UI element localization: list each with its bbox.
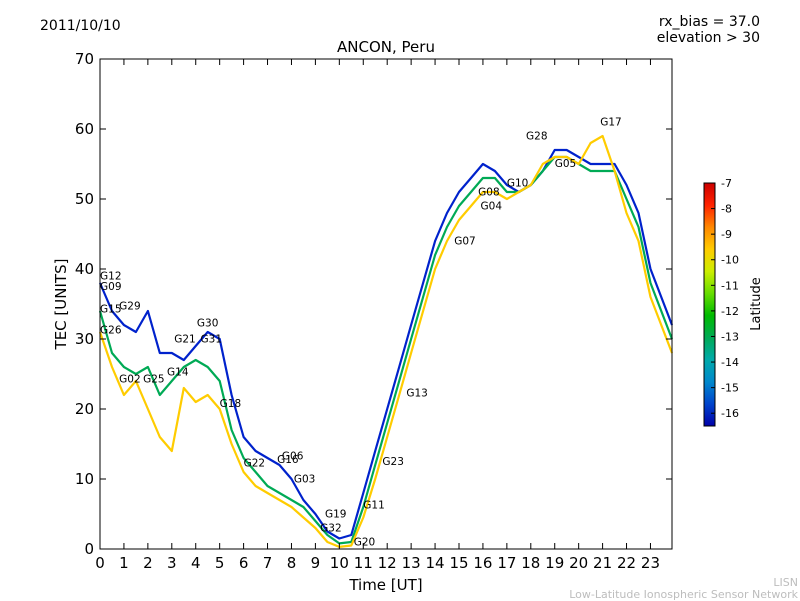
colorbar-tick-label: -16 bbox=[721, 407, 739, 420]
elevation-label: elevation > 30 bbox=[656, 30, 760, 46]
x-tick-label: 9 bbox=[311, 554, 321, 572]
x-tick-label: 3 bbox=[167, 554, 177, 572]
colorbar-tick-label: -9 bbox=[721, 228, 732, 241]
satellite-label: G28 bbox=[526, 131, 548, 143]
x-tick-label: 2 bbox=[143, 554, 153, 572]
satellite-label: G32 bbox=[320, 523, 342, 535]
y-tick-label: 20 bbox=[75, 400, 94, 418]
y-tick-label: 0 bbox=[84, 540, 94, 558]
series-line-lower-envelope bbox=[98, 134, 674, 548]
satellite-label: G31 bbox=[201, 334, 223, 346]
y-tick-label: 50 bbox=[75, 190, 94, 208]
satellite-label: G18 bbox=[220, 398, 242, 410]
satellite-label: G09 bbox=[100, 281, 122, 293]
y-axis: 0 10 20 30 40 50 60 70 bbox=[75, 50, 672, 558]
satellite-label: G13 bbox=[406, 387, 428, 399]
colorbar-tick-label: -13 bbox=[721, 330, 739, 343]
plot-frame bbox=[99, 58, 673, 550]
x-tick-label: 7 bbox=[263, 554, 273, 572]
satellite-label: G17 bbox=[600, 117, 622, 129]
x-tick-label: 21 bbox=[593, 554, 612, 572]
satellite-label: G02 bbox=[119, 373, 141, 385]
x-tick-label: 11 bbox=[354, 554, 373, 572]
x-tick-label: 20 bbox=[569, 554, 588, 572]
satellite-label: G07 bbox=[454, 236, 476, 248]
x-tick-label: 16 bbox=[473, 554, 492, 572]
chart-title: ANCON, Peru bbox=[337, 38, 435, 56]
satellite-label: G20 bbox=[354, 537, 376, 549]
satellite-label: G26 bbox=[100, 324, 122, 336]
x-tick-label: 8 bbox=[287, 554, 297, 572]
x-tick-label: 0 bbox=[95, 554, 105, 572]
colorbar-tick-label: -7 bbox=[721, 177, 732, 190]
x-tick-label: 1 bbox=[119, 554, 129, 572]
satellite-label: G14 bbox=[167, 366, 189, 378]
satellite-label: G19 bbox=[325, 509, 347, 521]
x-tick-label: 23 bbox=[641, 554, 660, 572]
y-tick-label: 70 bbox=[75, 50, 94, 68]
x-tick-label: 18 bbox=[521, 554, 540, 572]
x-tick-label: 5 bbox=[215, 554, 225, 572]
series-line-upper-envelope bbox=[98, 148, 674, 540]
series-line-middle-band bbox=[98, 155, 674, 545]
colorbar-tick-label: -12 bbox=[721, 305, 739, 318]
footer-short: LISN bbox=[773, 576, 798, 589]
satellite-label: G03 bbox=[294, 474, 316, 486]
colorbar-tick-label: -14 bbox=[721, 356, 739, 369]
satellite-label: G05 bbox=[555, 158, 577, 170]
satellite-label: G10 bbox=[507, 177, 529, 189]
satellite-label: G08 bbox=[478, 187, 500, 199]
satellite-label: G11 bbox=[363, 499, 385, 511]
colorbar: -7 -8 -9 -10 -11 -12 -13 -14 -15 -16 Latitude bbox=[703, 177, 764, 427]
date-label: 2011/10/10 bbox=[40, 18, 121, 34]
satellite-label: G12 bbox=[100, 271, 122, 283]
satellite-label: G25 bbox=[143, 373, 165, 385]
satellite-label: G21 bbox=[174, 334, 196, 346]
y-axis-label: TEC [UNITS] bbox=[52, 259, 70, 351]
satellite-label: G15 bbox=[100, 303, 122, 315]
colorbar-label: Latitude bbox=[749, 277, 764, 331]
colorbar-tick-label: -8 bbox=[721, 203, 732, 216]
rx-bias-label: rx_bias = 37.0 bbox=[658, 14, 760, 30]
x-tick-label: 13 bbox=[402, 554, 421, 572]
satellite-label: G23 bbox=[382, 456, 404, 468]
x-tick-label: 19 bbox=[545, 554, 564, 572]
satellite-label: G29 bbox=[119, 301, 141, 313]
colorbar-tick-label: -10 bbox=[721, 254, 739, 267]
x-tick-label: 10 bbox=[330, 554, 349, 572]
x-axis-label: Time [UT] bbox=[348, 576, 422, 594]
y-tick-label: 40 bbox=[75, 260, 94, 278]
x-tick-label: 17 bbox=[497, 554, 516, 572]
y-tick-label: 30 bbox=[75, 330, 94, 348]
x-tick-label: 4 bbox=[191, 554, 201, 572]
colorbar-ticks: -7 -8 -9 -10 -11 -12 -13 -14 -15 -16 bbox=[711, 177, 739, 420]
satellite-label: G30 bbox=[197, 317, 219, 329]
colorbar-gradient bbox=[703, 182, 716, 427]
satellite-label: G22 bbox=[244, 457, 266, 469]
x-axis: 0 1 2 3 4 5 6 7 8 9 10 11 12 13 14 15 16 17 18 19 20 21 22 23 bbox=[95, 59, 660, 572]
satellite-label: G04 bbox=[481, 201, 503, 213]
colorbar-tick-label: -15 bbox=[721, 382, 739, 395]
satellite-label: G16 bbox=[277, 454, 299, 466]
colorbar-tick-label: -11 bbox=[721, 279, 739, 292]
x-tick-label: 12 bbox=[378, 554, 397, 572]
x-tick-label: 6 bbox=[239, 554, 249, 572]
y-tick-label: 10 bbox=[75, 470, 94, 488]
x-tick-label: 15 bbox=[449, 554, 468, 572]
y-tick-label: 60 bbox=[75, 120, 94, 138]
satellite-label: G06 bbox=[282, 450, 304, 462]
x-tick-label: 14 bbox=[426, 554, 445, 572]
x-tick-label: 22 bbox=[617, 554, 636, 572]
footer-long: Low-Latitude Ionospheric Sensor Network bbox=[569, 588, 798, 601]
